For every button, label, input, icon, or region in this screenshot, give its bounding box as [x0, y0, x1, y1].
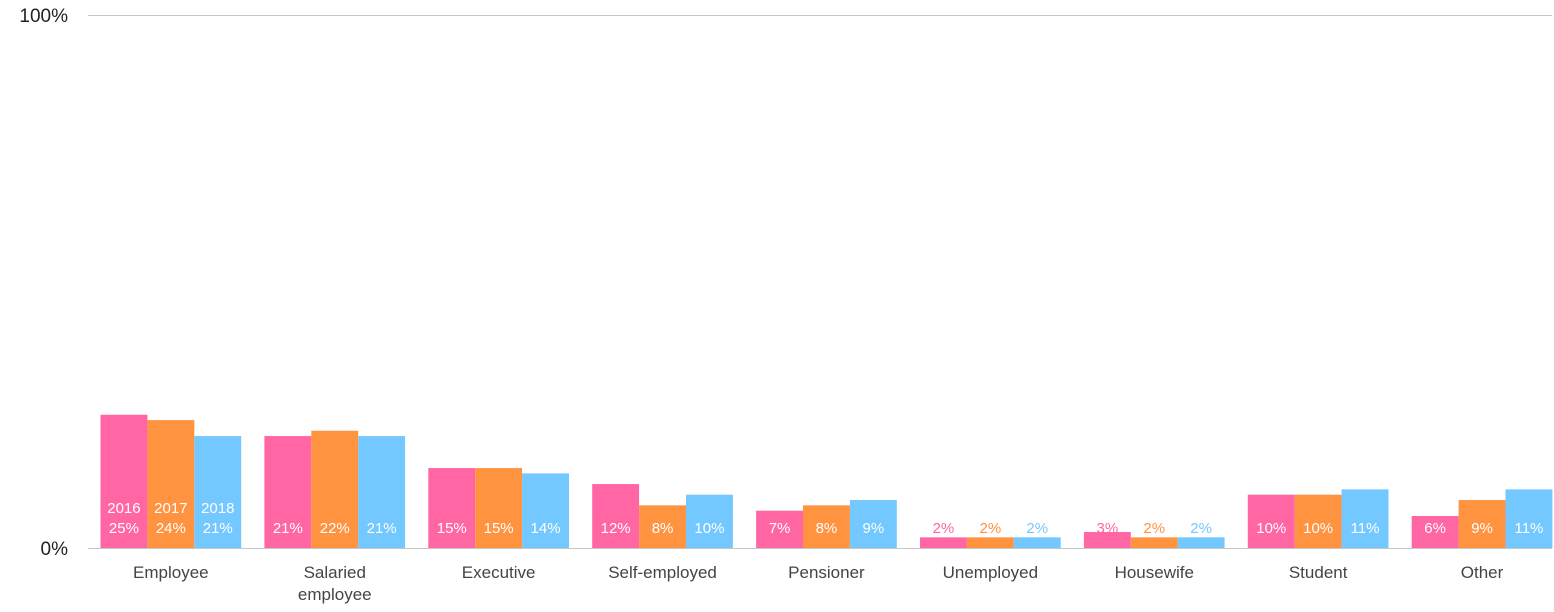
data-label: 8% [652, 520, 674, 537]
data-label: 25% [109, 520, 139, 537]
y-tick-label: 100% [19, 6, 68, 27]
axis-layer: 0% 100% [19, 6, 1552, 560]
bar-2017 [966, 537, 1014, 548]
bar-2017 [1458, 500, 1506, 548]
legend-label-2016: 2016 [107, 500, 140, 517]
bar-2017 [803, 505, 850, 548]
bar-2017 [1130, 537, 1178, 548]
bar-2016 [428, 468, 476, 548]
bar-2016 [264, 436, 312, 548]
data-label: 24% [156, 520, 186, 537]
data-label: 12% [601, 520, 631, 537]
bar-2018 [1177, 537, 1225, 548]
bar-2016 [592, 484, 640, 548]
bar-2016 [100, 414, 148, 548]
bar-2017 [147, 420, 195, 548]
data-label: 2% [1190, 520, 1212, 537]
data-label: 10% [694, 520, 724, 537]
data-label: 14% [531, 520, 561, 537]
data-label: 2% [933, 520, 955, 537]
data-label: 11% [1514, 520, 1543, 537]
bar-2016 [1247, 494, 1295, 548]
data-label: 6% [1424, 520, 1446, 537]
category-label: Other [1461, 563, 1504, 582]
data-label: 10% [1256, 520, 1286, 537]
data-label: 8% [816, 520, 838, 537]
bar-2018 [522, 473, 569, 548]
labels-layer: 25% 2016 24% 2017 21% 2018 Employee 21% 22% 21% Sa… [107, 500, 1543, 604]
category-label: Executive [462, 563, 536, 582]
legend-label-2018: 2018 [201, 500, 234, 517]
bar-2017 [475, 468, 523, 548]
bars-layer [100, 414, 1553, 548]
category-label: employee [298, 585, 372, 604]
data-label: 10% [1303, 520, 1333, 537]
data-label: 22% [320, 520, 350, 537]
category-label: Pensioner [788, 563, 865, 582]
bar-2016 [756, 510, 803, 548]
bar-2018 [194, 436, 242, 548]
bar-2017 [311, 430, 359, 548]
bar-2018 [1341, 489, 1389, 548]
bar-2018 [1505, 489, 1553, 548]
data-label: 15% [484, 520, 514, 537]
category-label: Salaried [304, 563, 366, 582]
bar-2018 [849, 500, 897, 548]
bar-2016 [1411, 516, 1459, 548]
data-label: 7% [769, 520, 791, 537]
category-label: Student [1289, 563, 1348, 582]
category-label: Employee [133, 563, 209, 582]
data-label: 9% [863, 520, 885, 537]
data-label: 2% [980, 520, 1002, 537]
data-label: 3% [1097, 520, 1119, 537]
data-label: 21% [203, 520, 233, 537]
data-label: 21% [367, 520, 397, 537]
data-label: 11% [1351, 520, 1380, 537]
legend-label-2017: 2017 [154, 500, 187, 517]
bar-2017 [1294, 494, 1342, 548]
category-label: Housewife [1115, 563, 1194, 582]
bar-2018 [1013, 537, 1061, 548]
data-label: 15% [437, 520, 467, 537]
bar-2016 [920, 537, 967, 548]
bar-2017 [639, 505, 686, 548]
data-label: 2% [1143, 520, 1165, 537]
category-label: Unemployed [943, 563, 1038, 582]
bar-2018 [686, 494, 733, 548]
y-tick-label: 0% [41, 539, 69, 560]
data-label: 2% [1026, 520, 1048, 537]
data-label: 21% [273, 520, 303, 537]
data-label: 9% [1471, 520, 1493, 537]
bar-2016 [1083, 532, 1131, 548]
bar-2018 [358, 436, 406, 548]
category-label: Self-employed [608, 563, 717, 582]
